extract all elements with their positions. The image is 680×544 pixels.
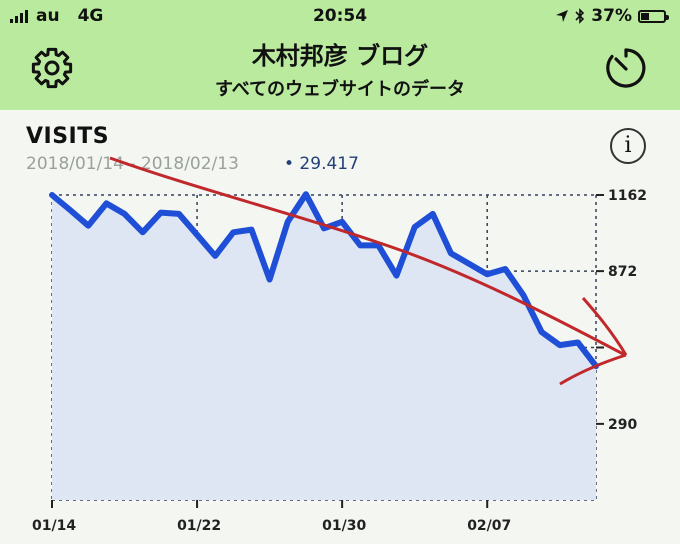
battery-percent: 37%	[591, 6, 632, 26]
chart-series-line	[49, 191, 599, 370]
location-icon	[556, 10, 569, 22]
trend-arrow-head-upper	[581, 297, 628, 356]
signal-icon	[10, 9, 28, 23]
network-label: 4G	[77, 6, 104, 26]
carrier-label: au	[36, 6, 60, 26]
battery-icon	[638, 9, 669, 23]
visits-total: • 29.417	[284, 154, 359, 174]
x-tick-label: 01/30	[322, 518, 366, 534]
y-tick-label: 872	[608, 264, 637, 280]
x-tick-label: 01/22	[177, 518, 221, 534]
trend-arrow-line	[109, 156, 626, 357]
x-tick-label: 02/07	[467, 518, 511, 534]
gear-icon[interactable]	[30, 46, 74, 90]
nav-title: 木村邦彦 ブログ	[251, 42, 429, 70]
chart-title: VISITS	[26, 124, 110, 149]
x-tick-label: 01/14	[32, 518, 76, 534]
nav-subtitle: すべてのウェブサイトのデータ	[214, 79, 466, 100]
y-tick-label: 1162	[608, 188, 647, 204]
clock: 20:54	[312, 6, 368, 26]
trend-annotation	[109, 156, 628, 386]
info-icon[interactable]: i	[610, 128, 646, 164]
bluetooth-icon	[575, 8, 585, 24]
chart-area-fill	[52, 194, 596, 500]
timer-icon[interactable]	[604, 46, 648, 90]
y-tick-label: 290	[608, 417, 637, 433]
date-range: 2018/01/14 - 2018/02/13	[26, 154, 239, 174]
battery-fill	[641, 12, 650, 20]
header-bar	[0, 0, 680, 110]
trend-arrow-head-lower	[559, 353, 627, 386]
status-bar: au 4G 20:54 37%	[0, 0, 680, 34]
